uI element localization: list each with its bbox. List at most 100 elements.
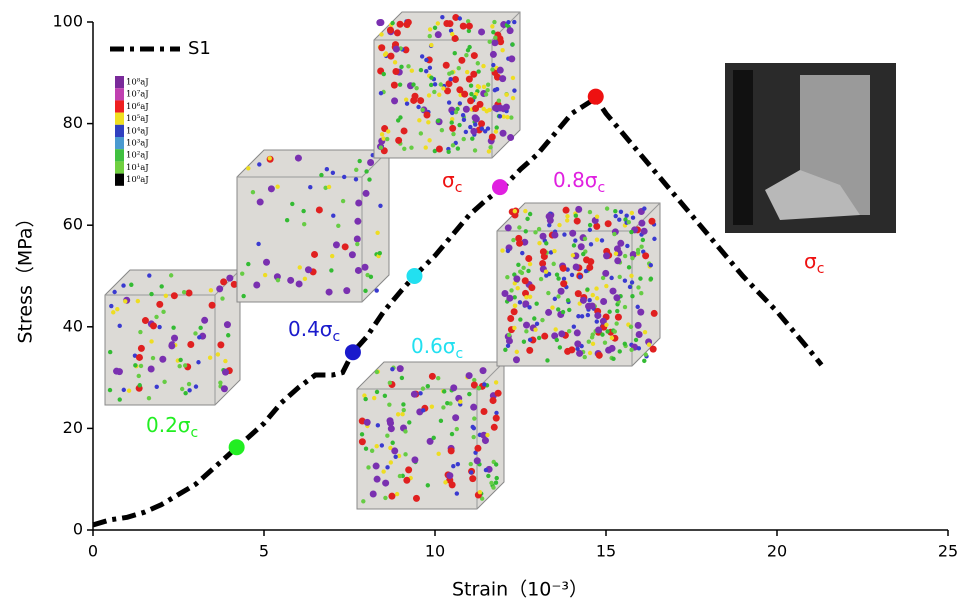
particle <box>609 287 617 295</box>
particle <box>443 480 448 485</box>
stress-point <box>491 179 508 196</box>
particle <box>267 156 272 161</box>
particle <box>573 329 581 337</box>
particle <box>622 304 628 310</box>
particle <box>465 372 473 380</box>
particle <box>432 82 438 87</box>
particle <box>246 261 251 267</box>
particle <box>575 346 580 352</box>
particle <box>418 67 424 73</box>
particle <box>220 296 225 301</box>
particle <box>617 274 622 280</box>
particle <box>629 280 635 285</box>
particle <box>557 345 563 350</box>
particle <box>609 275 614 281</box>
particle <box>560 309 566 315</box>
particle <box>428 372 436 380</box>
particle <box>326 184 332 190</box>
annotation-text: 0.6σ <box>411 334 456 358</box>
energy-swatch <box>115 76 124 89</box>
energy-label: 10⁴aJ <box>126 126 149 136</box>
particle <box>605 346 613 354</box>
particle <box>522 300 530 308</box>
particle <box>150 355 156 361</box>
particle <box>474 444 482 452</box>
photo-fragment <box>765 170 860 220</box>
particle <box>467 97 475 105</box>
particle <box>639 244 644 249</box>
particle <box>412 494 420 502</box>
particle <box>539 248 547 256</box>
particle <box>403 476 411 484</box>
particle <box>585 287 590 292</box>
particle <box>275 277 281 283</box>
particle <box>374 288 379 293</box>
particle <box>626 265 632 270</box>
particle <box>579 296 587 304</box>
particle <box>181 290 187 295</box>
particle <box>595 351 603 359</box>
particle <box>573 217 581 225</box>
particle <box>491 62 496 68</box>
particle <box>454 426 460 432</box>
particle <box>294 154 302 162</box>
particle <box>500 248 505 253</box>
particle <box>485 126 491 131</box>
particle <box>527 294 533 299</box>
particle <box>538 276 544 282</box>
particle <box>388 445 393 451</box>
particle <box>250 189 256 195</box>
particle <box>630 215 636 220</box>
particle <box>605 329 610 334</box>
x-tick-label: 10 <box>425 542 445 561</box>
particle <box>197 335 202 340</box>
particle <box>546 216 554 224</box>
particle <box>311 250 319 258</box>
particle <box>159 284 164 289</box>
particle <box>451 35 459 43</box>
particle <box>604 283 609 289</box>
particle <box>117 323 122 329</box>
particle <box>613 251 619 256</box>
particle <box>399 64 404 70</box>
particle <box>526 268 531 274</box>
particle <box>521 277 529 285</box>
particle <box>472 148 478 153</box>
particle <box>379 32 384 37</box>
particle <box>466 28 472 34</box>
particle <box>395 136 403 144</box>
particle <box>515 286 520 291</box>
particle <box>511 237 516 243</box>
energy-label: 10⁰aJ <box>126 175 149 185</box>
energy-swatch <box>115 149 124 162</box>
stress-point <box>406 268 423 284</box>
particle <box>427 138 432 143</box>
particle <box>489 480 494 486</box>
particle <box>562 206 570 214</box>
particle <box>585 302 593 310</box>
particle <box>220 385 228 393</box>
particle <box>510 308 518 316</box>
particle <box>121 283 126 288</box>
particle <box>476 385 481 391</box>
particle <box>129 282 134 287</box>
particle <box>509 115 514 120</box>
particle <box>403 97 409 102</box>
particle <box>609 335 615 341</box>
particle <box>427 65 433 71</box>
particle <box>507 134 515 142</box>
particle <box>488 133 496 141</box>
particle <box>462 105 470 113</box>
particle <box>479 496 485 501</box>
annotation: 0.2σc <box>146 413 198 442</box>
particle <box>505 275 510 280</box>
particle <box>409 68 415 73</box>
particle <box>518 317 523 322</box>
particle <box>256 241 261 247</box>
annotation: σc <box>442 168 462 197</box>
particle <box>496 98 502 103</box>
particle <box>467 391 472 397</box>
particle <box>607 309 612 314</box>
particle <box>355 199 363 207</box>
particle <box>446 149 451 154</box>
